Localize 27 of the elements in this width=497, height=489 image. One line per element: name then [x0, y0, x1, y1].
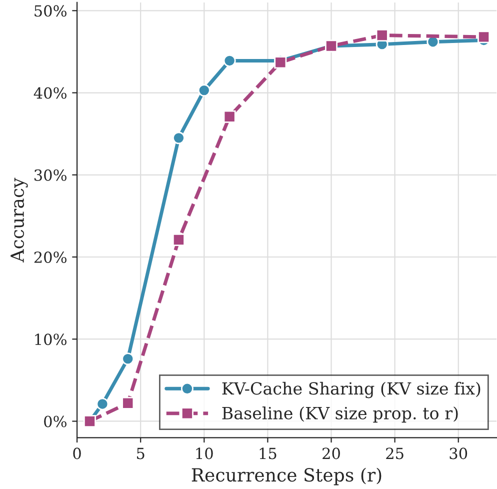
point — [223, 110, 236, 123]
point — [376, 29, 388, 42]
x-tick-label: 15 — [260, 448, 276, 460]
legend-label: Baseline (KV size prop. to r) — [222, 406, 458, 423]
y-tick-label: 40% — [34, 87, 66, 99]
y-tick-label: 20% — [34, 251, 66, 264]
y-tick-label: 0% — [44, 416, 66, 428]
point — [96, 398, 109, 410]
point — [478, 30, 490, 44]
point — [122, 396, 134, 410]
point — [198, 84, 210, 97]
point — [172, 234, 185, 246]
x-tick-label: 25 — [386, 448, 404, 460]
y-tick-label: 30% — [34, 169, 66, 181]
x-axis-title: Recurrence Steps (r) — [192, 468, 382, 486]
x-tick-label: 30 — [450, 448, 468, 460]
y-tick-label: 50% — [34, 5, 66, 17]
x-tick-label: 5 — [137, 448, 144, 460]
y-tick-label: 10% — [35, 334, 66, 346]
x-tick-label: 20 — [322, 448, 340, 460]
x-tick-label: 10 — [196, 448, 213, 460]
point — [172, 132, 185, 144]
point — [122, 352, 134, 366]
y-axis-title: Accuracy — [10, 178, 28, 262]
x-tick-label: 0 — [73, 448, 81, 460]
legend-label: KV-Cache Sharing (KV size fix) — [222, 382, 480, 398]
point — [223, 54, 236, 67]
